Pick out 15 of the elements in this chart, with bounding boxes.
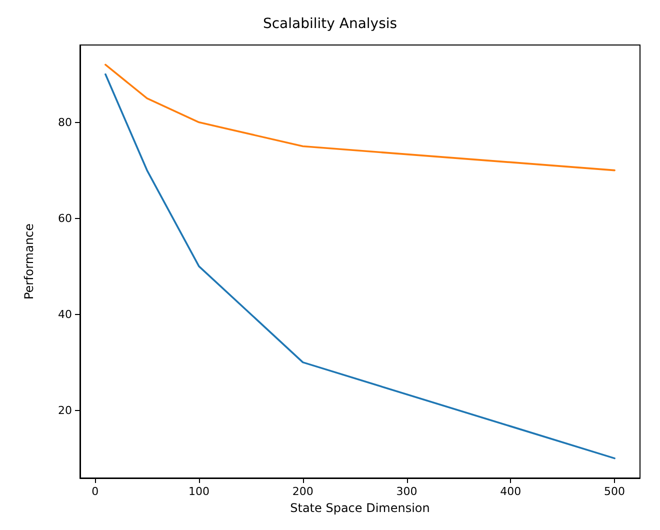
- x-tick-label: 0: [92, 485, 99, 498]
- line-series: [104, 73, 616, 460]
- y-axis-title: Performance: [22, 223, 36, 300]
- y-tick-label: 20: [58, 404, 72, 417]
- x-tick-label: 200: [292, 485, 314, 498]
- x-tick-label: 300: [396, 485, 418, 498]
- chart-title: Scalability Analysis: [262, 16, 398, 32]
- x-axis-title: State Space Dimension: [290, 501, 430, 515]
- x-tick-label: 400: [500, 485, 522, 498]
- x-tick-label: 100: [188, 485, 210, 498]
- y-tick-label: 40: [58, 308, 72, 321]
- y-tick-label: 60: [58, 212, 72, 225]
- y-tick-label: 80: [58, 116, 72, 129]
- line-series: [104, 64, 616, 172]
- x-tick-label: 500: [604, 485, 626, 498]
